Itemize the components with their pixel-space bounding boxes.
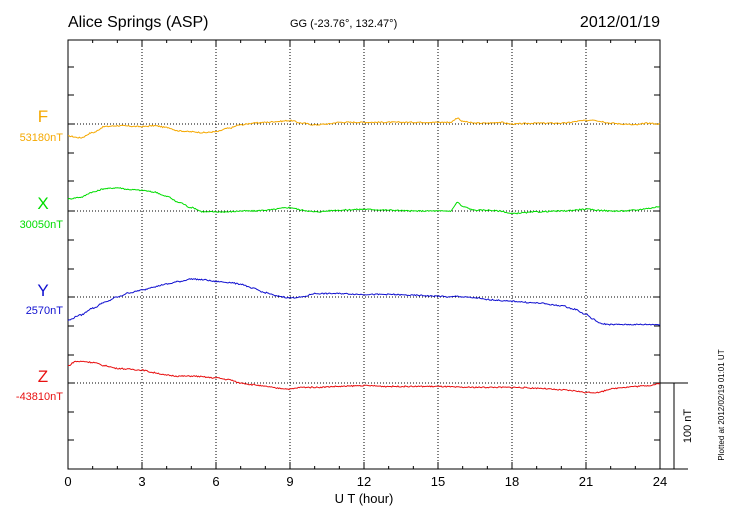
series-line-f — [68, 117, 661, 139]
x-tick-label: 0 — [64, 474, 71, 489]
x-axis-label: U T (hour) — [335, 491, 394, 506]
x-tick-label: 24 — [653, 474, 667, 489]
x-tick-label: 18 — [505, 474, 519, 489]
series-baseline-label-f: 53180nT — [20, 132, 64, 144]
series-name-f: F — [38, 107, 48, 126]
series-baseline-label-y: 2570nT — [26, 305, 64, 317]
series-line-z — [67, 360, 661, 394]
coordinates-label: GG (-23.76°, 132.47°) — [290, 18, 397, 30]
series-labels: F 53180nT X 30050nT Y 2570nT Z -43810nT — [16, 107, 63, 403]
series-lines — [67, 117, 661, 394]
series-baseline-label-z: -43810nT — [16, 391, 63, 403]
series-baseline-label-x: 30050nT — [20, 219, 64, 231]
axis-ticks: 0 3 6 9 12 15 18 21 24 — [64, 39, 667, 489]
plot-frame — [67, 39, 661, 470]
x-tick-label: 21 — [579, 474, 593, 489]
series-name-z: Z — [38, 367, 48, 386]
x-tick-label: 15 — [431, 474, 445, 489]
x-tick-label: 9 — [286, 474, 293, 489]
series-line-y — [67, 277, 661, 326]
station-title: Alice Springs (ASP) — [68, 14, 209, 31]
series-line-x — [67, 187, 661, 215]
plotted-at-note: Plotted at 2012/02/19 01:01 UT — [717, 349, 726, 460]
x-tick-label: 3 — [138, 474, 145, 489]
x-tick-label: 12 — [357, 474, 371, 489]
series-name-x: X — [37, 194, 48, 213]
date-label: 2012/01/19 — [580, 14, 660, 31]
scale-bar-label: 100 nT — [682, 409, 694, 444]
series-name-y: Y — [37, 281, 48, 300]
grid-lines — [141, 40, 587, 469]
x-tick-label: 6 — [212, 474, 219, 489]
scale-bar — [660, 382, 688, 470]
